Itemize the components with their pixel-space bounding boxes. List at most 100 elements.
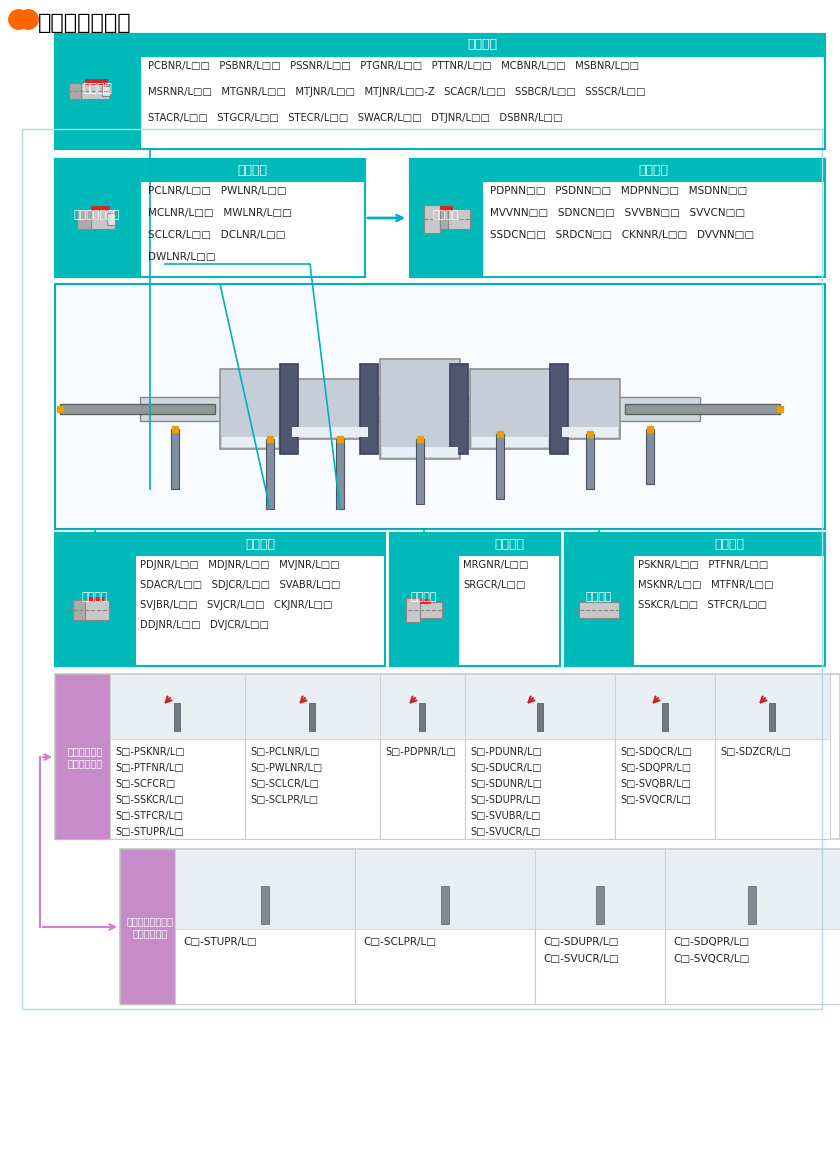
Bar xyxy=(470,369,550,449)
Bar xyxy=(562,427,618,437)
Bar xyxy=(416,439,424,504)
Bar xyxy=(406,597,420,622)
Bar xyxy=(496,434,504,499)
Bar xyxy=(55,674,110,839)
Circle shape xyxy=(245,869,275,899)
Circle shape xyxy=(750,679,794,723)
Bar xyxy=(665,849,840,1004)
Circle shape xyxy=(235,854,295,913)
Bar xyxy=(390,533,560,666)
Text: MSKNR/L□□   MTFNR/L□□: MSKNR/L□□ MTFNR/L□□ xyxy=(638,580,774,589)
Bar xyxy=(355,849,535,1004)
Text: C□-SVUCR/L□: C□-SVUCR/L□ xyxy=(543,954,618,964)
Bar xyxy=(355,849,535,930)
Text: SCLCR/L□□   DCLNR/L□□: SCLCR/L□□ DCLNR/L□□ xyxy=(148,230,286,240)
Bar xyxy=(420,602,442,618)
Bar xyxy=(440,209,448,229)
Text: S□-SVUCR/L□: S□-SVUCR/L□ xyxy=(470,827,540,836)
Circle shape xyxy=(732,869,762,899)
Text: S□-SSKCR/L□: S□-SSKCR/L□ xyxy=(115,795,184,805)
Bar xyxy=(615,674,715,839)
Bar xyxy=(380,674,465,739)
Bar xyxy=(662,703,668,731)
Bar xyxy=(596,886,604,924)
Text: 仿形車削: 仿形車削 xyxy=(81,592,108,602)
Text: PSKNR/L□□   PTFNR/L□□: PSKNR/L□□ PTFNR/L□□ xyxy=(638,560,769,570)
Bar xyxy=(550,364,568,454)
Text: S□-SDQCR/L□: S□-SDQCR/L□ xyxy=(620,747,692,757)
Bar xyxy=(579,602,619,618)
Text: MCLNR/L□□   MWLNR/L□□: MCLNR/L□□ MWLNR/L□□ xyxy=(148,208,291,218)
Bar xyxy=(615,674,715,739)
Text: 仿形車削: 仿形車削 xyxy=(433,210,459,219)
Bar xyxy=(565,533,825,666)
Bar xyxy=(55,34,140,149)
Text: 刀具型號: 刀具型號 xyxy=(245,538,275,550)
Text: S□-SDUPR/L□: S□-SDUPR/L□ xyxy=(470,795,541,805)
Bar xyxy=(586,434,594,489)
Circle shape xyxy=(643,679,687,723)
Bar xyxy=(380,358,460,458)
Bar xyxy=(55,159,140,277)
Text: S□-PDPNR/L□: S□-PDPNR/L□ xyxy=(385,747,456,757)
Bar xyxy=(420,599,430,603)
Bar xyxy=(222,437,278,447)
Bar xyxy=(382,447,458,457)
Bar xyxy=(537,703,543,731)
Bar xyxy=(450,364,468,454)
Bar xyxy=(266,439,274,509)
Text: S□-SDUCR/L□: S□-SDUCR/L□ xyxy=(470,763,541,773)
Bar xyxy=(22,129,822,1009)
Text: S□-SVUBR/L□: S□-SVUBR/L□ xyxy=(470,811,540,822)
Bar xyxy=(360,364,378,454)
Text: C□-SVQCR/L□: C□-SVQCR/L□ xyxy=(673,954,749,964)
Bar xyxy=(410,159,825,277)
Circle shape xyxy=(290,679,334,723)
Bar xyxy=(625,404,780,414)
Bar xyxy=(290,379,370,439)
Circle shape xyxy=(518,679,562,723)
Text: PCLNR/L□□   PWLNR/L□□: PCLNR/L□□ PWLNR/L□□ xyxy=(148,186,286,196)
Bar xyxy=(120,849,175,1004)
Bar xyxy=(715,674,830,739)
Text: 外圓和端面車削: 外圓和端面車削 xyxy=(74,210,120,219)
Bar xyxy=(120,849,840,1004)
Circle shape xyxy=(580,869,610,899)
Bar xyxy=(465,674,615,839)
Bar xyxy=(110,674,245,839)
Bar xyxy=(440,206,452,210)
Bar xyxy=(390,533,458,666)
Text: S□-PSKNR/L□: S□-PSKNR/L□ xyxy=(115,747,185,757)
Text: S□-SCLCR/L□: S□-SCLCR/L□ xyxy=(250,779,319,789)
Bar xyxy=(60,404,215,414)
Bar xyxy=(410,159,482,277)
Text: C□-STUPR/L□: C□-STUPR/L□ xyxy=(183,936,257,947)
Text: SDACR/L□□   SDJCR/L□□   SVABR/L□□: SDACR/L□□ SDJCR/L□□ SVABR/L□□ xyxy=(140,580,340,589)
Text: 外圓及內孔車削: 外圓及內孔車削 xyxy=(38,13,132,33)
Text: SSDCN□□   SRDCN□□   CKNNR/L□□   DVVNN□□: SSDCN□□ SRDCN□□ CKNNR/L□□ DVVNN□□ xyxy=(490,230,754,240)
Bar xyxy=(309,703,315,731)
Bar xyxy=(280,364,298,454)
Text: PDJNR/L□□   MDJNR/L□□   MVJNR/L□□: PDJNR/L□□ MDJNR/L□□ MVJNR/L□□ xyxy=(140,560,339,570)
Bar xyxy=(102,86,110,97)
Bar xyxy=(140,398,700,421)
Bar xyxy=(69,83,109,99)
Bar xyxy=(715,674,830,839)
Text: 刀具型號: 刀具型號 xyxy=(467,39,497,52)
Text: S□-STUPR/L□: S□-STUPR/L□ xyxy=(115,827,184,836)
Text: S□-STFCR/L□: S□-STFCR/L□ xyxy=(115,811,183,822)
Bar xyxy=(410,159,825,182)
Bar xyxy=(55,533,385,666)
Text: S□-SDZCR/L□: S□-SDZCR/L□ xyxy=(720,747,791,757)
Bar xyxy=(55,533,135,666)
Text: C□-SDQPR/L□: C□-SDQPR/L□ xyxy=(673,936,749,947)
Text: S□-PDUNR/L□: S□-PDUNR/L□ xyxy=(470,747,542,757)
Text: 外圓車削: 外圓車削 xyxy=(82,83,112,95)
Text: 仿形車削: 仿形車削 xyxy=(411,592,438,602)
Text: STACR/L□□   STGCR/L□□   STECR/L□□   SWACR/L□□   DTJNR/L□□   DSBNR/L□□: STACR/L□□ STGCR/L□□ STECR/L□□ SWACR/L□□ … xyxy=(148,113,563,123)
Bar xyxy=(535,849,665,1004)
Circle shape xyxy=(425,869,455,899)
Text: 端面車削: 端面車削 xyxy=(585,592,612,602)
Bar xyxy=(55,159,365,182)
Text: DWLNR/L□□: DWLNR/L□□ xyxy=(148,252,216,262)
